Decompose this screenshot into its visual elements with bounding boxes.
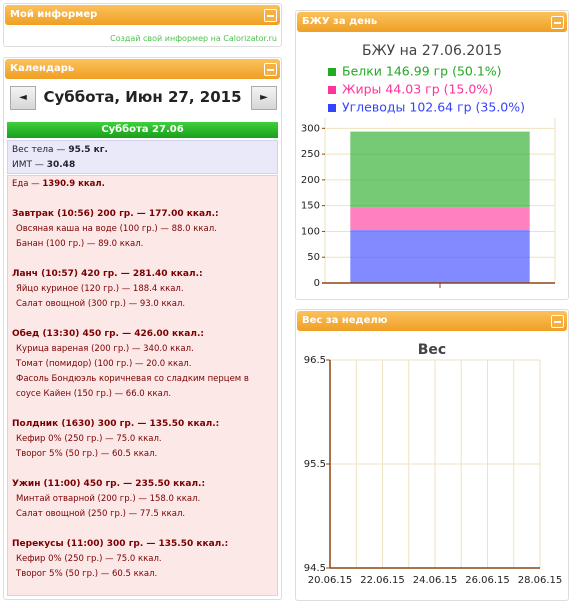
- panel-header: Вес за неделю: [297, 311, 567, 331]
- meal: Завтрак (10:56) 200 гр. — 177.00 ккал.: О…: [12, 207, 273, 252]
- meal-title: Завтрак (10:56) 200 гр. — 177.00 ккал.:: [12, 209, 219, 219]
- food-value: 1390.9 ккал.: [42, 179, 105, 189]
- collapse-button[interactable]: [551, 315, 564, 328]
- panel-title: Вес за неделю: [302, 315, 388, 326]
- panel-header: Мой информер: [5, 5, 280, 25]
- meal-item: Банан (100 гр.) — 89.0 ккал.: [16, 239, 144, 249]
- weight-box: Вес тела — 95.5 кг. ИМТ — 30.48: [7, 140, 278, 174]
- meal-item: Минтай отварной (200 гр.) — 158.0 ккал.: [16, 494, 201, 504]
- meal-item: Курица вареная (200 гр.) — 340.0 ккал.: [16, 344, 194, 354]
- bju-panel: БЖУ за день: [295, 10, 569, 300]
- food-row: Еда — 1390.9 ккал.: [12, 177, 273, 192]
- calendar-panel: Календарь Суббота, Июн 27, 2015 ◄ ► Субб…: [3, 57, 282, 600]
- meal-item: Творог 5% (50 гр.) — 60.5 ккал.: [16, 569, 158, 579]
- informer-link[interactable]: Создай свой информер на Calorizator.ru: [110, 34, 277, 43]
- panel-title: БЖУ за день: [302, 16, 378, 27]
- meal: Ланч (10:57) 420 гр. — 281.40 ккал.: Яйцо…: [12, 267, 273, 312]
- meal-item: Томат (помидор) (100 гр.) — 20.0 ккал.: [16, 359, 192, 369]
- meal-item: Салат овощной (250 гр.) — 77.5 ккал.: [16, 509, 186, 519]
- collapse-button[interactable]: [264, 63, 277, 76]
- food-label: Еда —: [12, 179, 40, 189]
- meal: Полдник (1630) 300 гр. — 135.50 ккал.: Ке…: [12, 417, 273, 462]
- panel-header: БЖУ за день: [297, 12, 567, 32]
- food-box: Еда — 1390.9 ккал. Завтрак (10:56) 200 г…: [7, 175, 278, 596]
- meal: Обед (13:30) 450 гр. — 426.00 ккал.: Кури…: [12, 327, 273, 402]
- meal-item: Яйцо куриное (120 гр.) — 188.4 ккал.: [16, 284, 184, 294]
- meal-item: Творог 5% (50 гр.) — 60.5 ккал.: [16, 449, 158, 459]
- panel-header: Календарь: [5, 59, 280, 79]
- collapse-button[interactable]: [264, 9, 277, 22]
- meal-item: Кефир 0% (250 гр.) — 75.0 ккал.: [16, 554, 162, 564]
- meal: Перекусы (11:00) 300 гр. — 135.50 ккал.:…: [12, 537, 273, 582]
- weight-value: 95.5 кг.: [68, 145, 108, 155]
- panel-title: Мой информер: [10, 9, 98, 20]
- bmi-row: ИМТ — 30.48: [12, 158, 273, 173]
- next-button[interactable]: ►: [251, 86, 277, 110]
- meal-title: Ужин (11:00) 450 гр. — 235.50 ккал.:: [12, 479, 206, 489]
- prev-button[interactable]: ◄: [10, 86, 36, 110]
- informer-panel: Мой информер Создай свой информер на Cal…: [3, 3, 282, 47]
- meal: Ужин (11:00) 450 гр. — 235.50 ккал.: Минт…: [12, 477, 273, 522]
- week-panel: Вес за неделю: [295, 309, 569, 601]
- bmi-value: 30.48: [46, 160, 76, 170]
- bmi-label: ИМТ —: [12, 160, 44, 170]
- weight-row: Вес тела — 95.5 кг.: [12, 143, 273, 158]
- day-header: Суббота 27.06: [7, 122, 278, 138]
- meal-title: Полдник (1630) 300 гр. — 135.50 ккал.:: [12, 419, 220, 429]
- collapse-button[interactable]: [551, 16, 564, 29]
- meal-title: Обед (13:30) 450 гр. — 426.00 ккал.:: [12, 329, 204, 339]
- meal-item: Кефир 0% (250 гр.) — 75.0 ккал.: [16, 434, 162, 444]
- meal-item: Салат овощной (300 гр.) — 93.0 ккал.: [16, 299, 186, 309]
- meal-item: Фасоль Бондюэль коричневая со сладким пе…: [16, 374, 249, 399]
- meal-item: Овсяная каша на воде (100 гр.) — 88.0 кк…: [16, 224, 217, 234]
- weight-label: Вес тела —: [12, 145, 66, 155]
- meal-title: Ланч (10:57) 420 гр. — 281.40 ккал.:: [12, 269, 203, 279]
- panel-title: Календарь: [10, 63, 75, 74]
- meal-title: Перекусы (11:00) 300 гр. — 135.50 ккал.:: [12, 539, 229, 549]
- calendar-date: Суббота, Июн 27, 2015: [43, 88, 242, 106]
